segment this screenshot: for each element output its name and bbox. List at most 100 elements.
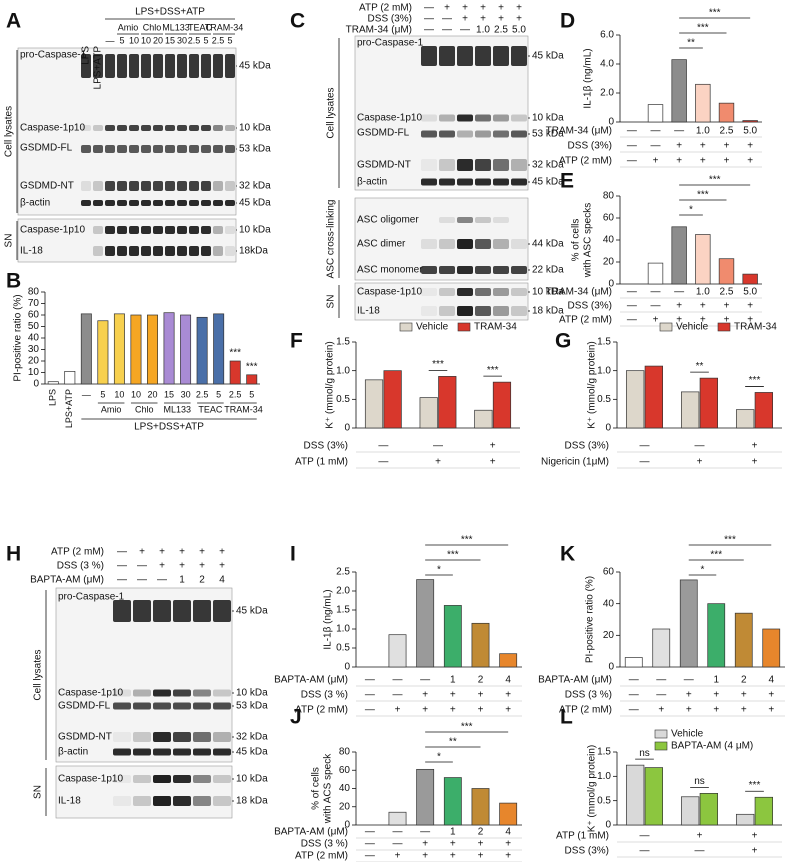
condition-value: — [627,156,637,167]
panel-letter: J [290,706,302,729]
dose-label: 2.5 [212,35,225,45]
sig-label: *** [229,348,241,359]
band [177,145,187,153]
band [177,246,187,256]
condition-value: + [752,831,758,842]
condition-value: — [651,126,661,137]
band [105,54,115,78]
band [177,54,187,78]
bar [388,811,407,826]
dose-label: 2.5 [188,35,201,45]
sig-label: *** [487,365,499,376]
band [165,246,175,256]
condition-value: 1.0 [696,287,710,298]
condition-value: + [478,690,484,701]
bar [735,409,755,429]
condition-value: — [674,287,684,298]
band [213,600,231,622]
band [493,46,509,66]
band [511,46,527,66]
group-label: TRAM-34 [224,404,263,414]
condition-label: ATP (1 mM) [556,831,609,842]
kda-label: 10 kDa [532,113,564,124]
band [129,145,139,153]
sig-label: * [701,565,705,576]
section-label: Cell lysates [326,87,337,138]
y-tick-label: 40 [28,333,40,344]
condition-value: — [137,561,147,572]
bar [734,612,753,668]
band [189,181,199,191]
condition-value: 4 [219,575,225,586]
band [213,125,223,131]
band [457,114,473,122]
condition-value: + [505,839,511,850]
group-label: TEAC [188,22,213,32]
row-label: GSDMD-NT [20,181,74,192]
band [113,748,131,756]
kda-label: 10 kDa [532,287,564,298]
row-label: β-actin [357,177,387,188]
band [439,159,455,171]
condition-value: + [444,3,450,14]
condition-value: + [768,705,774,716]
y-tick-label: 0 [605,423,611,434]
band [475,266,491,274]
condition-value: + [713,705,719,716]
y-tick-label: 0 [608,662,614,673]
panel-letter: E [560,170,574,193]
section-label: SN [326,295,337,309]
condition-value: 1 [713,675,719,686]
y-tick-label: 60 [28,310,40,321]
condition-label: DSS (3%) [568,301,612,312]
condition-value: + [713,690,719,701]
condition-value: + [686,690,692,701]
band [225,226,235,234]
band [193,600,211,622]
condition-value: — [420,827,430,838]
sig-label: ns [694,776,705,787]
bar [754,392,773,429]
condition-value: — [674,126,684,137]
y-tick-label: 2.5 [336,567,350,578]
condition-value: + [653,156,659,167]
bar [130,314,142,385]
y-tick-label: 1.0 [336,365,350,376]
band [225,54,235,78]
y-tick-label: 70 [28,298,40,309]
condition-value: + [219,547,225,558]
panel-letter: D [560,10,575,33]
row-label: IL-18 [58,796,81,807]
condition-value: — [460,25,470,36]
row-label: β-actin [20,198,50,209]
band [117,181,127,191]
band [421,114,437,122]
condition-value: + [676,301,682,312]
band [439,178,455,186]
row-label: Caspase-1p10 [58,688,123,699]
condition-value: + [700,156,706,167]
condition-label: ATP (2 mM) [51,547,104,558]
band [133,796,151,806]
legend-swatch [654,729,668,739]
row-label: ASC oligomer [357,215,419,226]
condition-value: + [435,457,441,468]
x-tick-label: LPS+ATP [64,389,74,428]
bar [419,397,438,429]
band [457,217,473,223]
condition-label: BAPTA-AM (μM) [274,827,348,838]
band [193,689,211,697]
row-label: Caspase-1p10 [20,123,85,134]
condition-label: DSS (3%) [565,846,609,857]
condition-value: — [378,457,388,468]
bar [699,377,718,429]
band [133,748,151,756]
row-label: pro-Caspase-1 [58,592,125,603]
condition-label: DSS (3 %) [301,690,348,701]
bar [474,409,493,429]
band [213,246,223,256]
kda-label: 18 kDa [532,306,564,317]
condition-value: — [157,575,167,586]
condition-value: 1.0 [696,126,710,137]
